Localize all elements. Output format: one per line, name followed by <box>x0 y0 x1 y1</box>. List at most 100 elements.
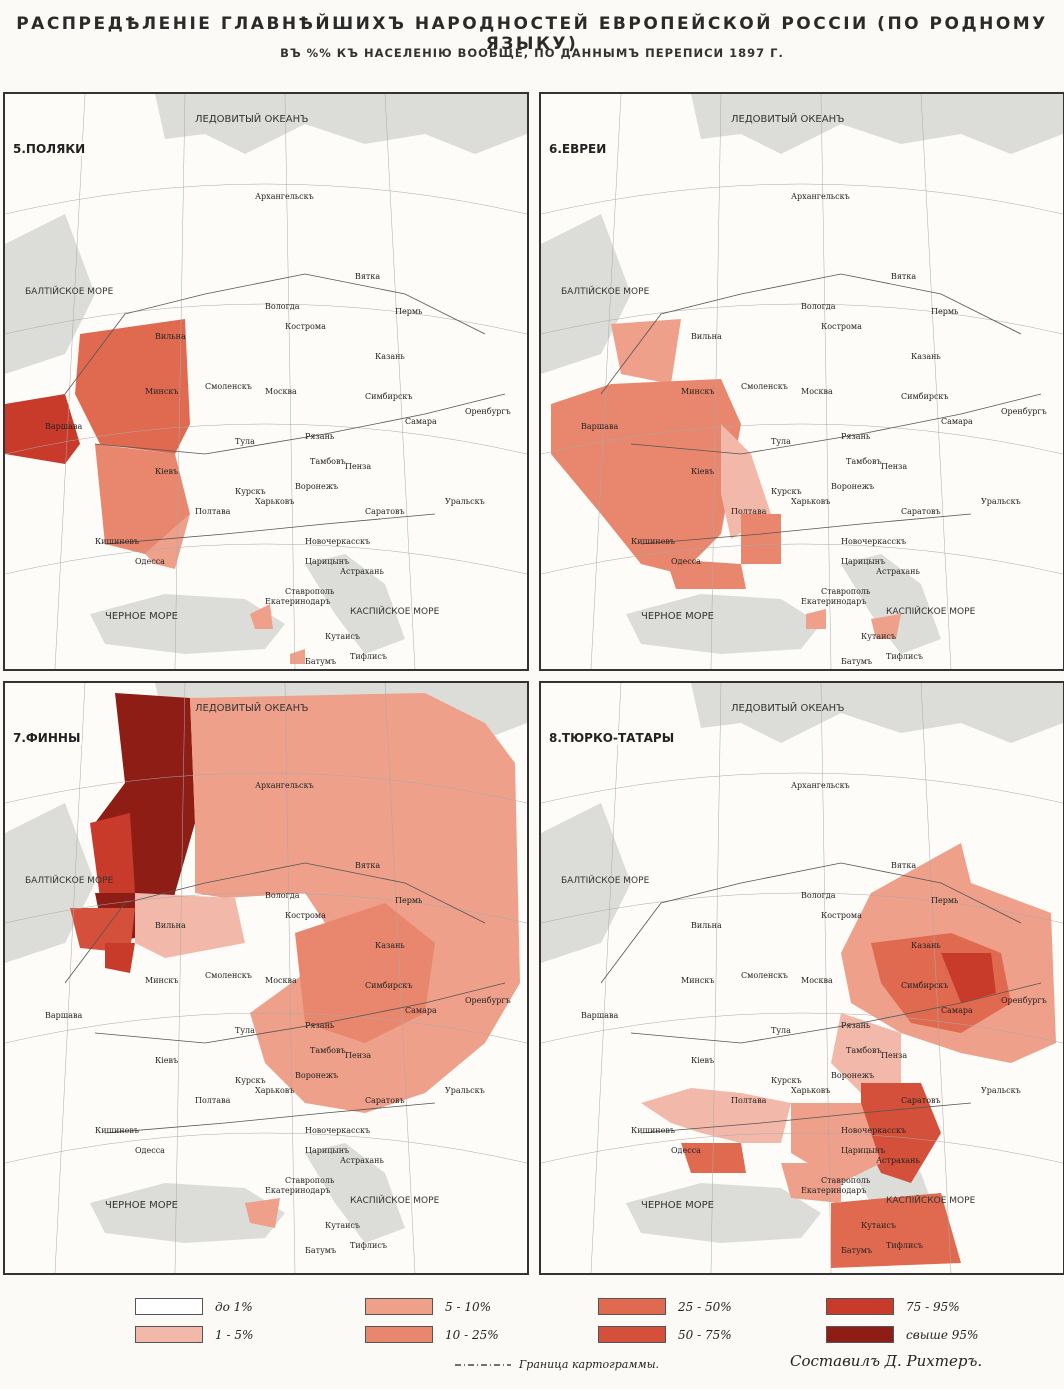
city-label: Полтава <box>731 507 767 516</box>
city-label: Вильна <box>155 921 186 930</box>
city-label: Курскъ <box>235 487 266 496</box>
sea-label: БАЛТІЙСКОЕ МОРЕ <box>25 874 114 886</box>
city-label: Кутаисъ <box>861 1221 896 1230</box>
city-label: Москва <box>801 387 833 396</box>
city-label: Вологда <box>265 302 300 311</box>
city-label: Батумъ <box>305 1246 336 1255</box>
city-label: Пермь <box>931 307 959 316</box>
city-label: Тифлисъ <box>350 652 387 661</box>
legend: до 1% 1 - 5% 5 - 10% 10 - 25% 25 - 50% 5… <box>0 1290 1064 1389</box>
city-label: Тула <box>771 437 791 446</box>
city-label: Одесса <box>135 1146 165 1155</box>
city-label: Одесса <box>135 557 165 566</box>
legend-label: 25 - 50% <box>678 1299 732 1314</box>
region-fills <box>641 843 1056 1268</box>
city-label: Пенза <box>345 462 371 471</box>
city-label: Курскъ <box>235 1076 266 1085</box>
city-label: Царицынъ <box>305 1146 349 1155</box>
sea-label: КАСПІЙСКОЕ МОРЕ <box>350 605 440 617</box>
city-label: Вильна <box>691 921 722 930</box>
city-label: Тамбовъ <box>846 457 882 466</box>
legend-item: 5 - 10% <box>365 1298 491 1315</box>
graticule <box>5 683 527 1273</box>
city-label: Харьковъ <box>255 1086 294 1095</box>
legend-label: 75 - 95% <box>906 1299 960 1314</box>
map-subtitle: ВЪ %% КЪ НАСЕЛЕНІЮ ВООБЩЕ, ПО ДАННЫМЪ ПЕ… <box>280 46 784 60</box>
city-label: Симбирскъ <box>365 392 413 401</box>
region-fills <box>551 319 901 639</box>
city-label: Уральскъ <box>981 497 1021 506</box>
city-label: Батумъ <box>841 1246 872 1255</box>
sea-areas <box>541 94 1063 654</box>
city-label: Кишиневъ <box>631 1126 675 1135</box>
map-title: РАСПРЕДѢЛЕНІЕ ГЛАВНѢЙШИХЪ НАРОДНОСТЕЙ ЕВ… <box>16 14 1048 54</box>
city-label: Харьковъ <box>791 497 830 506</box>
city-label: Варшава <box>45 422 82 431</box>
city-label: Самара <box>941 1006 973 1015</box>
city-label: Кутаисъ <box>325 1221 360 1230</box>
city-label: Вятка <box>891 272 916 281</box>
city-label: Тула <box>235 437 255 446</box>
legend-item: до 1% <box>135 1298 253 1315</box>
map-svg-turko-tatars: ЛЕДОВИТЫЙ ОКЕАНЪ ЧЕРНОЕ МОРЕ КАСПІЙСКОЕ … <box>541 683 1063 1273</box>
sea-label: КАСПІЙСКОЕ МОРЕ <box>886 605 976 617</box>
map-panel-turko-tatars: ЛЕДОВИТЫЙ ОКЕАНЪ ЧЕРНОЕ МОРЕ КАСПІЙСКОЕ … <box>539 681 1064 1275</box>
city-label: Тифлисъ <box>886 1241 923 1250</box>
city-label: Кіевъ <box>691 467 714 476</box>
city-label: Варшава <box>581 422 618 431</box>
city-label: Вологда <box>801 302 836 311</box>
city-label: Вятка <box>355 861 380 870</box>
city-label: Саратовъ <box>365 1096 405 1105</box>
city-label: Кишиневъ <box>631 537 675 546</box>
city-label: Новочеркасскъ <box>305 537 370 546</box>
city-labels: Варшава Вильна Минскъ Кіевъ Москва Рязань Тула… <box>581 781 1047 1255</box>
graticule <box>5 94 527 669</box>
city-label: Тамбовъ <box>310 1046 346 1055</box>
city-label: Вятка <box>891 861 916 870</box>
legend-swatch <box>365 1326 433 1343</box>
city-label: Уральскъ <box>445 497 485 506</box>
legend-item: 10 - 25% <box>365 1326 499 1343</box>
city-label: Пермь <box>395 896 423 905</box>
city-label: Смоленскъ <box>741 382 788 391</box>
sea-label: ЧЕРНОЕ МОРЕ <box>105 1200 178 1211</box>
legend-label: 10 - 25% <box>445 1327 499 1342</box>
city-label: Ставрополь <box>821 587 871 596</box>
city-label: Курскъ <box>771 487 802 496</box>
city-label: Екатеринодаръ <box>801 1186 866 1195</box>
map-svg-poles: ЛЕДОВИТЫЙ ОКЕАНЪ ЧЕРНОЕ МОРЕ КАСПІЙСКОЕ … <box>5 94 527 669</box>
graticule <box>541 683 1063 1273</box>
city-label: Варшава <box>45 1011 82 1020</box>
city-label: Минскъ <box>681 976 714 985</box>
city-label: Кострома <box>285 322 326 331</box>
legend-label: 5 - 10% <box>445 1299 491 1314</box>
legend-label: 50 - 75% <box>678 1327 732 1342</box>
legend-item: свыше 95% <box>826 1326 978 1343</box>
legend-item: 25 - 50% <box>598 1298 732 1315</box>
city-label: Пенза <box>881 462 907 471</box>
city-label: Самара <box>405 417 437 426</box>
map-svg-jews: ЛЕДОВИТЫЙ ОКЕАНЪ ЧЕРНОЕ МОРЕ КАСПІЙСКОЕ … <box>541 94 1063 669</box>
city-label: Новочеркасскъ <box>841 1126 906 1135</box>
sea-label: БАЛТІЙСКОЕ МОРЕ <box>561 285 650 297</box>
city-labels: Варшава Вильна Минскъ Кіевъ Москва Рязань Тула… <box>45 192 511 666</box>
city-label: Астрахань <box>876 567 920 576</box>
city-label: Кострома <box>821 322 862 331</box>
city-label: Вологда <box>265 891 300 900</box>
city-label: Симбирскъ <box>365 981 413 990</box>
city-label: Батумъ <box>841 657 872 666</box>
borders <box>600 862 1042 1134</box>
city-label: Казань <box>375 941 405 950</box>
boundary-line-icon <box>455 1363 511 1366</box>
city-label: Екатеринодаръ <box>265 1186 330 1195</box>
legend-item: 50 - 75% <box>598 1326 732 1343</box>
sea-label: ЛЕДОВИТЫЙ ОКЕАНЪ <box>731 701 844 714</box>
city-label: Казань <box>375 352 405 361</box>
city-label: Смоленскъ <box>205 382 252 391</box>
city-label: Тамбовъ <box>846 1046 882 1055</box>
city-label: Уральскъ <box>981 1086 1021 1095</box>
city-label: Симбирскъ <box>901 392 949 401</box>
city-label: Воронежъ <box>831 1071 874 1080</box>
city-label: Варшава <box>581 1011 618 1020</box>
city-label: Рязань <box>305 1021 335 1030</box>
